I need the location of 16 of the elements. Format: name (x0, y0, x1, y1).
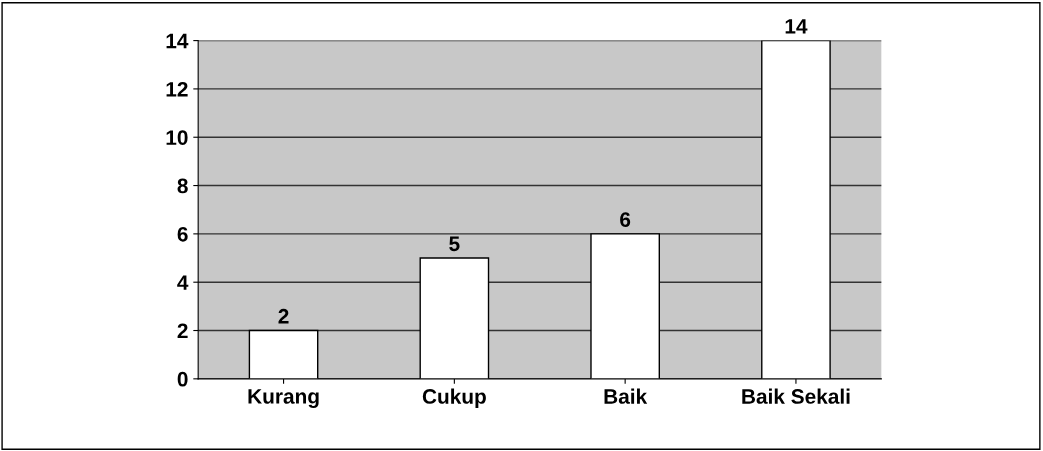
y-tick-label: 2 (177, 323, 188, 339)
data-label: 5 (449, 236, 460, 252)
y-tick-label: 12 (166, 81, 188, 97)
y-tick-label: 14 (166, 33, 189, 49)
y-tick-label: 0 (177, 371, 188, 387)
x-tick-label: Baik (604, 388, 648, 404)
data-label: 6 (620, 212, 631, 227)
y-tick-label: 8 (177, 178, 188, 194)
x-tick-label: Kurang (248, 389, 319, 408)
data-label: 14 (785, 19, 808, 34)
y-tick-label: 10 (166, 130, 188, 145)
x-tick-label: Cukup (422, 388, 486, 408)
y-tick-label: 4 (177, 275, 189, 290)
y-tick-label: 6 (177, 226, 188, 242)
data-label: 2 (278, 308, 289, 324)
x-tick-label: Baik Sekali (742, 388, 850, 404)
